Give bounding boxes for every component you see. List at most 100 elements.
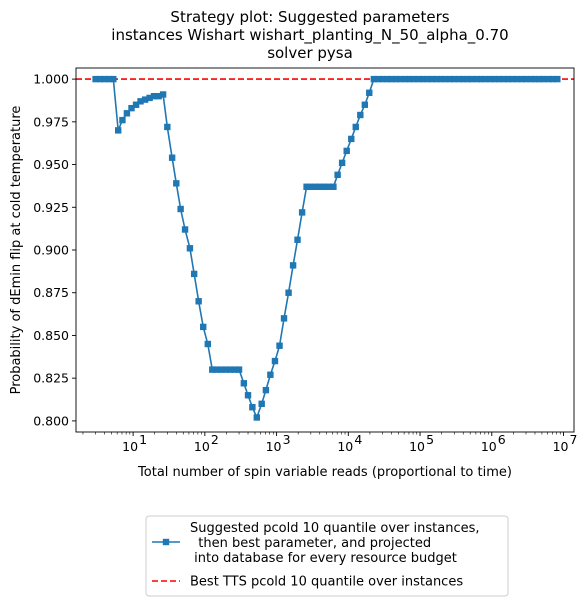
data-point [338, 159, 346, 167]
data-point [316, 183, 323, 190]
axes-frame [75, 67, 575, 433]
data-point [522, 75, 530, 83]
x-tick-label: 10 [194, 439, 210, 454]
data-point [307, 183, 314, 190]
data-point [312, 183, 319, 190]
data-point [540, 75, 547, 83]
data-point [298, 209, 306, 216]
data-point [370, 75, 378, 83]
data-point [258, 400, 265, 408]
data-point [173, 180, 180, 187]
data-point [289, 262, 297, 269]
data-point [132, 101, 140, 108]
data-point [419, 75, 427, 83]
data-point [424, 75, 431, 83]
data-point [379, 75, 386, 83]
y-tick-label: 1.000 [33, 72, 69, 87]
data-point [181, 226, 189, 233]
data-point [177, 205, 184, 213]
data-point [410, 75, 418, 83]
y-tick-label: 0.850 [33, 328, 69, 343]
data-point [527, 75, 535, 83]
y-tick-label: 0.950 [33, 157, 69, 172]
data-point [384, 75, 391, 83]
data-point [105, 75, 113, 83]
data-point [366, 89, 373, 96]
data-point [446, 75, 454, 83]
data-point [375, 75, 382, 83]
legend-box [145, 515, 509, 597]
data-point [92, 75, 99, 83]
x-tick-exponent: 2 [211, 432, 219, 447]
x-tick-exponent: 4 [354, 432, 362, 447]
data-point [213, 366, 221, 373]
axes: 0.800 0.825 0.850 0.875 0.900 0.925 0.950 0.975… [33, 67, 578, 454]
data-point [240, 380, 248, 387]
data-point [401, 75, 409, 83]
data-point [518, 75, 525, 83]
data-point [334, 171, 341, 179]
data-point [554, 75, 561, 83]
data-point [227, 366, 234, 373]
data-point [110, 75, 117, 83]
chart-title-line-3: solver pysa [267, 44, 353, 62]
data-point [442, 75, 449, 83]
data-point [164, 123, 171, 131]
legend-swatch-series-marker [162, 538, 170, 546]
data-point [115, 127, 122, 134]
data-point [428, 75, 436, 83]
data-point [325, 183, 332, 190]
x-tick-label: 10 [266, 439, 282, 454]
data-point [271, 357, 279, 365]
data-point [155, 92, 162, 100]
y-tick-label: 0.925 [33, 200, 69, 215]
data-point [320, 183, 328, 190]
data-point [97, 75, 104, 83]
data-point [415, 75, 422, 83]
data-point [200, 323, 207, 331]
x-tick-label: 10 [481, 439, 497, 454]
data-point [137, 98, 144, 105]
x-tick-exponent: 3 [283, 432, 291, 447]
x-tick-exponent: 6 [498, 432, 506, 447]
legend-label-series-line-3: into database for every resource budget [190, 551, 457, 566]
data-point [119, 116, 126, 124]
data-point [361, 101, 369, 108]
data-point [531, 75, 539, 83]
data-point [141, 96, 149, 103]
data-point [190, 270, 198, 278]
data-point [509, 75, 516, 83]
legend: Suggested pcold 10 quantile over instanc… [145, 515, 509, 597]
data-point [186, 245, 194, 252]
data-point [253, 414, 260, 421]
data-point [146, 94, 153, 102]
data-point [455, 75, 463, 83]
data-point [218, 366, 225, 373]
data-point [473, 75, 481, 83]
data-point [352, 123, 359, 131]
data-point [204, 340, 212, 348]
data-point [235, 366, 243, 373]
chart-title-line-1: Strategy plot: Suggested parameters [170, 8, 449, 26]
data-point [348, 135, 355, 143]
y-tick-label: 0.900 [33, 243, 69, 258]
x-tick-label: 10 [122, 439, 138, 454]
data-point [330, 183, 337, 190]
data-point [388, 75, 395, 83]
x-tick-exponent: 5 [426, 432, 434, 447]
chart-title-line-2: instances Wishart wishart_planting_N_50_… [111, 26, 508, 45]
data-point [468, 75, 476, 83]
data-point [406, 75, 413, 83]
data-point [451, 75, 458, 83]
data-point [222, 366, 229, 373]
data-point [549, 75, 557, 83]
data-point [397, 75, 404, 83]
data-point [303, 183, 310, 190]
data-point [505, 75, 512, 83]
data-point [267, 371, 274, 378]
data-point [545, 75, 552, 83]
data-point [477, 75, 485, 83]
x-tick-exponent: 7 [570, 432, 578, 447]
data-point [276, 342, 283, 349]
plot-area [76, 75, 574, 421]
